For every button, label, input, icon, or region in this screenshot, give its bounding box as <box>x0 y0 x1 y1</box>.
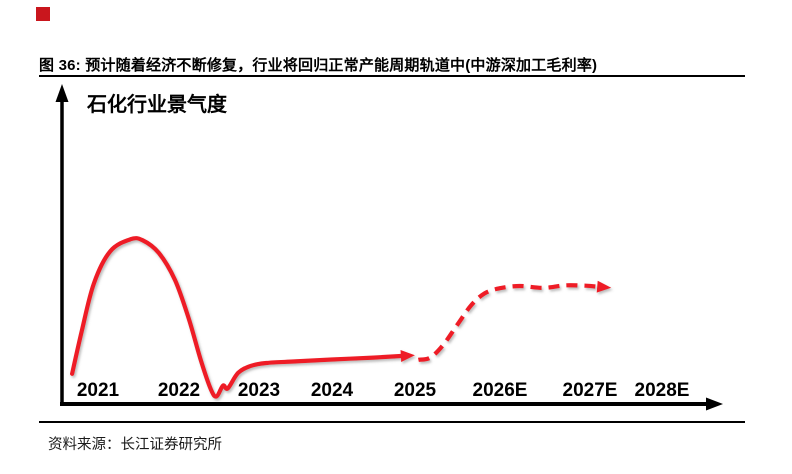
x-axis-label: 2021 <box>76 380 120 401</box>
x-axis-label: 2027E <box>562 380 618 401</box>
curve-dashed <box>417 283 598 362</box>
curve-arrowhead-icon <box>400 350 415 362</box>
x-axis-label: 2028E <box>634 380 690 401</box>
title-underline <box>39 75 745 77</box>
source-divider-line <box>39 421 745 423</box>
x-axis-label: 2024 <box>310 380 354 401</box>
y-axis-arrowhead-icon <box>55 84 69 102</box>
x-axis-label: 2026E <box>472 380 528 401</box>
x-axis-label: 2023 <box>237 380 281 401</box>
y-axis-title: 石化行业景气度 <box>87 94 227 116</box>
curve-solid <box>70 236 403 399</box>
curve-group <box>70 236 612 399</box>
x-axis-label: 2022 <box>157 380 201 401</box>
figure-title: 图 36: 预计随着经济不断修复，行业将回归正常产能周期轨道中(中游深加工毛利率… <box>39 57 598 74</box>
brand-red-square-icon <box>36 7 50 21</box>
x-axis-label: 2025 <box>393 380 437 401</box>
x-axis-arrowhead-icon <box>706 397 723 411</box>
source-note: 资料来源：长江证券研究所 <box>48 437 222 453</box>
curve-arrowhead-icon <box>596 280 612 293</box>
